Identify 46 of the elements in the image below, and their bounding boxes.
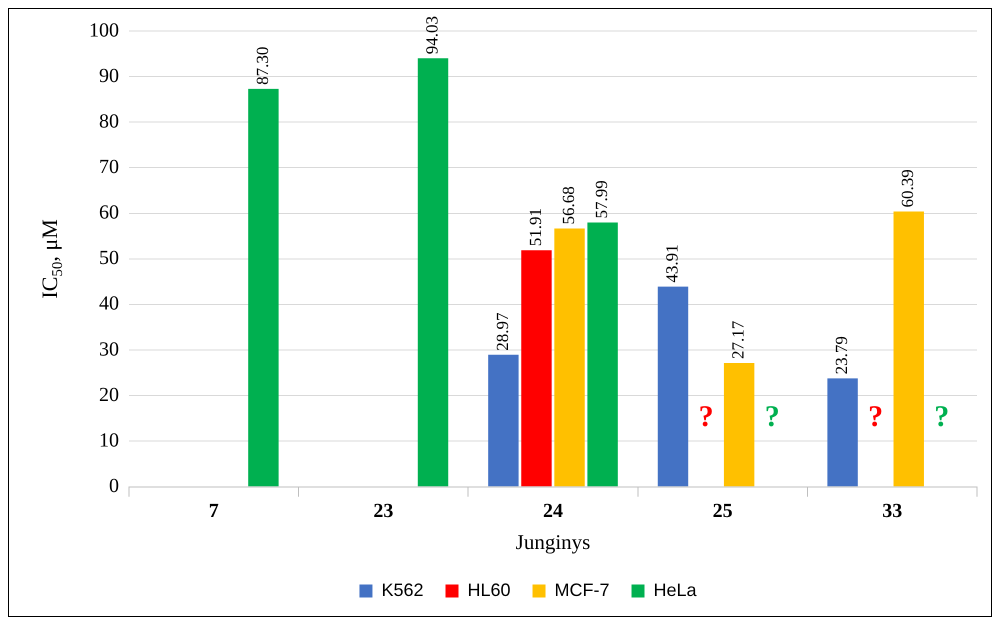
data-label: 23.79: [832, 336, 852, 374]
y-tick-label: 100: [89, 19, 119, 42]
y-tick-label: 70: [99, 156, 119, 178]
y-tick-label: 50: [99, 247, 119, 270]
x-tick-label: 33: [882, 500, 902, 522]
data-label: 43.91: [662, 244, 682, 283]
x-axis-title: Junginys: [516, 530, 590, 554]
legend-label: HL60: [467, 580, 511, 600]
legend-label: HeLa: [654, 580, 698, 600]
bar: [248, 88, 279, 486]
y-tick-label: 20: [99, 384, 119, 406]
data-label: 87.30: [252, 46, 272, 85]
bar: [658, 286, 688, 486]
legend-label: MCF-7: [554, 580, 610, 600]
data-label: 28.97: [492, 312, 512, 351]
y-tick-label: 10: [99, 429, 119, 452]
x-tick-label: 7: [208, 500, 219, 522]
x-tick-label: 23: [373, 500, 394, 522]
data-label: 27.17: [728, 320, 748, 359]
y-tick-label: 80: [99, 110, 119, 132]
bar: [488, 354, 519, 486]
bar: [587, 222, 618, 486]
bar: [827, 378, 858, 486]
bar: [554, 228, 585, 486]
x-tick-label: 24: [543, 500, 563, 522]
annotation: ?: [868, 400, 884, 434]
data-label: 57.99: [592, 180, 612, 218]
bar: [894, 212, 924, 486]
legend-label: K562: [381, 580, 424, 600]
x-tick-label: 25: [712, 500, 733, 522]
y-tick-label: 60: [99, 202, 119, 224]
data-label: 51.91: [526, 208, 545, 246]
annotation: ?: [764, 400, 780, 434]
y-tick-label: 90: [99, 64, 119, 87]
y-tick-label: 0: [109, 475, 119, 498]
annotation: ?: [698, 400, 714, 434]
y-tick-label: 30: [99, 338, 119, 360]
data-label: 56.68: [559, 186, 578, 224]
y-axis-title: IC50, μM: [37, 219, 66, 299]
bar: [521, 250, 552, 486]
bar: [418, 58, 448, 486]
data-label: 60.39: [898, 169, 918, 208]
data-label: 94.03: [422, 16, 442, 54]
annotation: ?: [934, 400, 950, 434]
y-tick-label: 40: [99, 292, 119, 315]
bar: [724, 362, 754, 486]
